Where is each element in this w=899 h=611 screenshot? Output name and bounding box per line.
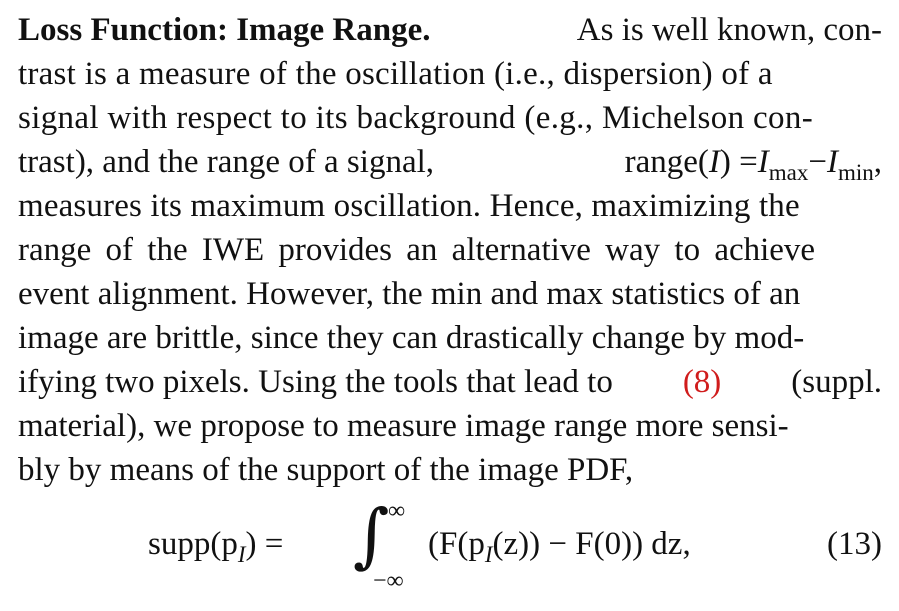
line-1-text: As is well known, con- [576, 12, 882, 48]
line-2: trast is a measure of the oscillation (i… [18, 52, 882, 96]
line-7-text: event alignment. However, the min and ma… [18, 276, 801, 312]
line-9: ifying two pixels. Using the tools that … [18, 360, 882, 404]
integral-sign: ∫ [353, 494, 390, 576]
line-9-text: ifying two pixels. Using the tools that … [18, 364, 613, 400]
line-8-text: image are brittle, since they can drasti… [18, 320, 805, 356]
equation-rhs: (F(pI(z)) − F(0)) dz, [428, 526, 691, 567]
line-7: event alignment. However, the min and ma… [18, 272, 882, 316]
equation-reference-link[interactable]: (8) [682, 364, 722, 400]
line-9-suppl: (suppl. [791, 364, 882, 400]
line-3: signal with respect to its background (e… [18, 96, 882, 140]
line-4: trast), and the range of a signal, range… [18, 140, 882, 185]
line-8: image are brittle, since they can drasti… [18, 316, 882, 360]
integral-upper-limit: ∞ [388, 498, 406, 524]
integral-lower-limit: −∞ [373, 568, 404, 594]
line-4-text: trast), and the range of a signal, [18, 144, 435, 180]
line-11-text: bly by means of the support of the image… [18, 452, 634, 488]
equation-lhs: supp(pI) = [148, 526, 284, 567]
line-3-text: signal with respect to its background (e… [18, 100, 814, 136]
line-6: range of the IWE provides an alternative… [18, 228, 882, 272]
equation-13: supp(pI) = ∫ ∞ −∞ (F(pI(z)) − F(0)) dz, … [18, 494, 882, 605]
paper-paragraph: Loss Function: Image Range. As is well k… [18, 8, 882, 492]
line-6-text: range of the IWE provides an alternative… [18, 232, 816, 268]
line-10-text: material), we propose to measure image r… [18, 408, 789, 444]
line-5-text: measures its maximum oscillation. Hence,… [18, 188, 800, 224]
line-11: bly by means of the support of the image… [18, 448, 882, 492]
paragraph-heading: Loss Function: Image Range. [18, 12, 431, 48]
line-5: measures its maximum oscillation. Hence,… [18, 184, 882, 228]
line-10: material), we propose to measure image r… [18, 404, 882, 448]
range-formula: range(I) = Imax − Imin, [624, 144, 882, 185]
equation-number: (13) [827, 526, 882, 562]
line-1: Loss Function: Image Range. As is well k… [18, 8, 882, 52]
line-2-text: trast is a measure of the oscillation (i… [18, 56, 773, 92]
